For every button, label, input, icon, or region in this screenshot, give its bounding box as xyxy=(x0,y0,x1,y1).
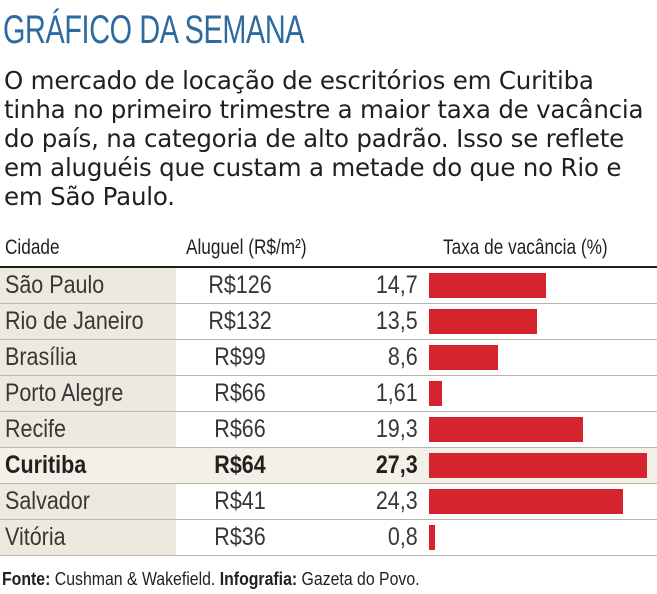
vacancy-rate-text: 24,3 xyxy=(376,487,418,515)
infographic-label: Infografia: xyxy=(219,569,298,589)
vacancy-rate-value: 1,61 xyxy=(0,379,418,408)
vacancy-bar xyxy=(429,417,583,442)
rent-value-text: R$66 xyxy=(214,379,266,407)
rent-value-text: R$99 xyxy=(214,343,266,371)
row-separator xyxy=(0,303,657,304)
row-separator xyxy=(0,375,657,376)
headline: GRÁFICO DA SEMANA xyxy=(3,8,305,52)
city-cell-background xyxy=(0,304,176,339)
vacancy-rate-value: 8,6 xyxy=(0,343,418,372)
city-cell-background xyxy=(0,520,176,555)
vacancy-bar xyxy=(429,345,498,370)
row-separator xyxy=(0,555,657,556)
header-rule xyxy=(0,266,657,268)
row-separator xyxy=(0,519,657,520)
city-cell-background xyxy=(0,340,176,375)
table-row: Porto Alegre R$66 1,61 xyxy=(0,376,657,412)
table-row: Curitiba R$64 27,3 xyxy=(0,448,657,484)
column-header-vacancy-rate: Taxa de vacância (%) xyxy=(443,236,608,259)
vacancy-rate-value: 27,3 xyxy=(0,451,418,480)
vacancy-rate-text: 1,61 xyxy=(376,379,418,407)
vacancy-rate-text: 13,5 xyxy=(376,307,418,335)
vacancy-rate-value: 24,3 xyxy=(0,487,418,516)
column-header-city: Cidade xyxy=(5,236,60,259)
rent-value-text: R$41 xyxy=(214,487,266,515)
vacancy-rate-text: 14,7 xyxy=(376,271,418,299)
rent-value-text: R$64 xyxy=(214,451,266,479)
table-row: Salvador R$41 24,3 xyxy=(0,484,657,520)
vacancy-rate-text: 27,3 xyxy=(376,451,418,479)
vacancy-bar xyxy=(429,273,546,298)
city-label: Salvador xyxy=(5,487,90,515)
city-cell-background xyxy=(0,484,176,519)
table-row: São Paulo R$126 14,7 xyxy=(0,268,657,304)
table-row: Recife R$66 19,3 xyxy=(0,412,657,448)
city-label: São Paulo xyxy=(5,271,105,299)
source-label: Fonte: xyxy=(2,569,51,589)
city-label: Rio de Janeiro xyxy=(5,307,144,335)
vacancy-rate-value: 19,3 xyxy=(0,415,418,444)
rent-value-text: R$126 xyxy=(208,271,272,299)
city-label: Vitória xyxy=(5,523,66,551)
city-cell-background xyxy=(0,376,176,411)
source-line: Fonte: Cushman & Wakefield. Infografia: … xyxy=(2,569,420,590)
vacancy-rate-value: 0,8 xyxy=(0,523,418,552)
city-label: Brasília xyxy=(5,343,77,371)
column-header-rent: Aluguel (R$/m²) xyxy=(186,236,307,259)
row-separator xyxy=(0,411,657,412)
vacancy-bar xyxy=(429,525,435,550)
intro-text: O mercado de locação de escritórios em C… xyxy=(4,66,644,211)
city-label: Porto Alegre xyxy=(5,379,124,407)
vacancy-bar xyxy=(429,489,623,514)
table-row: Rio de Janeiro R$132 13,5 xyxy=(0,304,657,340)
row-separator xyxy=(0,447,657,448)
infographic-text: Gazeta do Povo. xyxy=(297,569,420,589)
row-separator xyxy=(0,339,657,340)
vacancy-bar xyxy=(429,453,647,478)
vacancy-bar xyxy=(429,381,442,406)
city-label: Curitiba xyxy=(5,451,87,479)
vacancy-bar xyxy=(429,309,537,334)
table-row: Brasília R$99 8,6 xyxy=(0,340,657,376)
rent-value-text: R$36 xyxy=(214,523,266,551)
vacancy-rate-text: 8,6 xyxy=(388,343,418,371)
vacancy-rate-value: 13,5 xyxy=(0,307,418,336)
city-label: Recife xyxy=(5,415,66,443)
source-text: Cushman & Wakefield. xyxy=(50,569,220,589)
city-cell-background xyxy=(0,412,176,447)
rent-value-text: R$66 xyxy=(214,415,266,443)
table-row: Vitória R$36 0,8 xyxy=(0,520,657,556)
row-separator xyxy=(0,483,657,484)
vacancy-rate-text: 19,3 xyxy=(376,415,418,443)
vacancy-rate-text: 0,8 xyxy=(388,523,418,551)
city-cell-background xyxy=(0,268,176,303)
rent-value-text: R$132 xyxy=(208,307,272,335)
vacancy-rate-value: 14,7 xyxy=(0,271,418,300)
